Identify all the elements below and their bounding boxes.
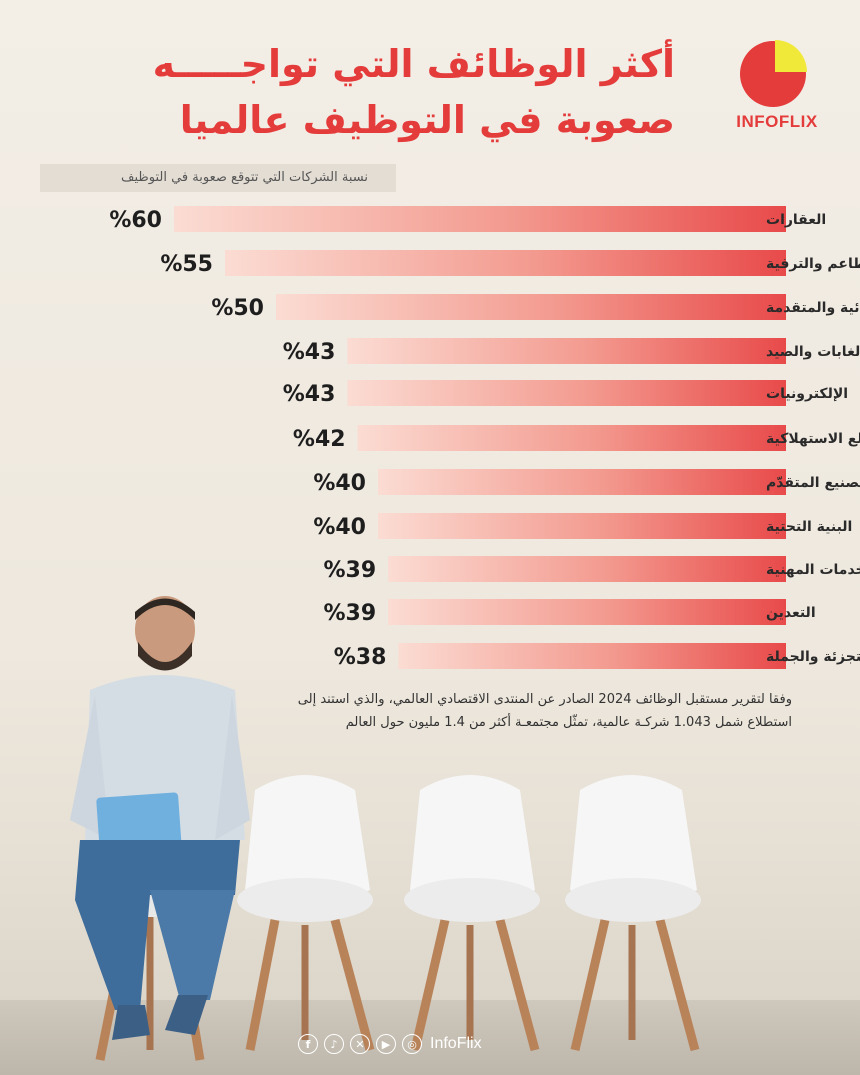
bar-value-3: %50 <box>211 296 264 321</box>
bar-label-1: العقارات <box>766 212 826 228</box>
bar-5 <box>347 380 786 406</box>
bar-label-5: الإلكترونيات <box>766 386 848 402</box>
bar-3 <box>276 294 786 320</box>
chair-1 <box>237 775 375 1052</box>
bar-value-10: %39 <box>324 601 377 626</box>
bar-11 <box>398 643 786 669</box>
instagram-icon[interactable]: ◎ <box>402 1034 422 1054</box>
man-figure <box>70 596 250 1040</box>
title-line-1: أكثر الوظائف التي تواجـــــه <box>152 42 675 86</box>
bar-9 <box>388 556 786 582</box>
pie-logo-icon <box>740 40 807 107</box>
chart-subtitle: نسبة الشركات التي تتوقع صعوبة في التوظيف <box>40 164 396 192</box>
bar-2 <box>225 250 786 276</box>
bar-1 <box>174 206 786 232</box>
bar-value-9: %39 <box>324 558 377 583</box>
source-note: وفقا لتقرير مستقبل الوظائف 2024 الصادر ع… <box>297 692 792 730</box>
bar-label-11: تجارة التجزئة والجملة <box>766 649 860 665</box>
bar-value-2: %55 <box>160 252 213 277</box>
bar-label-8: البنية التحتية <box>766 519 852 535</box>
bar-chart: العقارات %60 الضيافة والمطاعم والترفية %55 ا… <box>109 206 860 670</box>
bar-label-6: السلع الاستهلاكية <box>766 431 860 447</box>
bar-value-6: %42 <box>293 427 346 452</box>
bar-label-2: الضيافة والمطاعم والترفية <box>766 256 860 272</box>
infoflix-logo: INFOFLIX <box>722 38 832 138</box>
social-bar: f ♪ ✕ ▶ ◎ InfoFlix <box>298 1032 482 1056</box>
bar-7 <box>378 469 786 495</box>
chair-2 <box>404 775 540 1052</box>
social-handle[interactable]: InfoFlix <box>430 1035 482 1052</box>
facebook-icon[interactable]: f <box>298 1034 318 1054</box>
bar-value-8: %40 <box>313 515 366 540</box>
page-title: أكثر الوظائف التي تواجـــــه صعوبة في ال… <box>115 36 675 148</box>
bar-4 <box>347 338 786 364</box>
title-line-2: صعوبة في التوظيف عالميا <box>179 98 675 142</box>
bar-value-1: %60 <box>109 208 162 233</box>
bar-10 <box>388 599 786 625</box>
bar-label-3: المواد الكيميائية والمتقدمة <box>766 300 860 316</box>
bar-label-4: الزراعة والغابات والصيد <box>766 344 860 360</box>
bar-8 <box>378 513 786 539</box>
bar-value-4: %43 <box>283 340 336 365</box>
bar-value-5: %43 <box>283 382 336 407</box>
x-icon[interactable]: ✕ <box>350 1034 370 1054</box>
logo-text: INFOFLIX <box>736 112 818 131</box>
bar-value-11: %38 <box>334 645 387 670</box>
bar-label-10: التعدين <box>766 605 816 621</box>
bar-6 <box>357 425 786 451</box>
tiktok-icon[interactable]: ♪ <box>324 1034 344 1054</box>
bar-value-7: %40 <box>313 471 366 496</box>
youtube-icon[interactable]: ▶ <box>376 1034 396 1054</box>
waiting-room-illustration <box>70 596 701 1061</box>
bar-label-7: التصنيع المتقدّم <box>766 475 860 491</box>
bar-label-9: الخدمات المهنية <box>766 562 860 578</box>
chair-3 <box>565 775 701 1052</box>
